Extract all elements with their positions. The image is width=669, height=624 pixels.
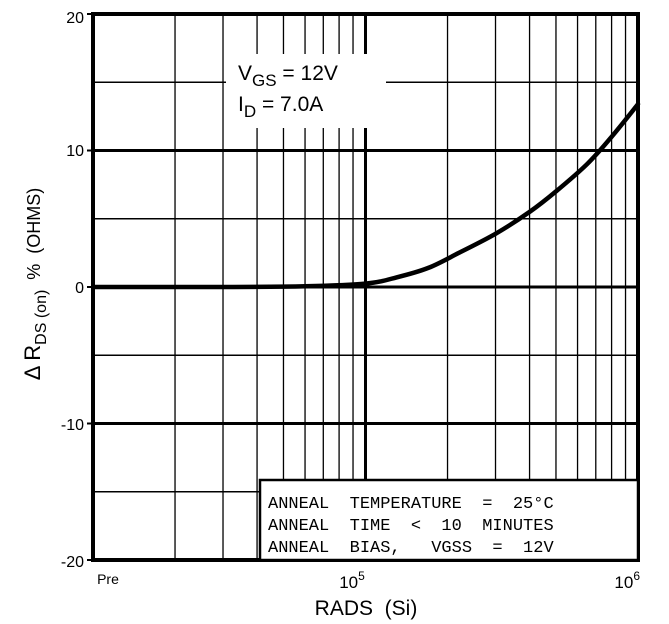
id-symbol: I <box>238 93 244 116</box>
y-axis-label: Δ RDS (on) % (OHMS) <box>20 188 50 381</box>
x-tick-label-exponent: 6 <box>633 569 640 583</box>
y-tick-label: 10 <box>66 143 84 160</box>
y-tick-label: 20 <box>66 10 84 27</box>
x-tick-label-exponent: 5 <box>358 569 365 583</box>
x-tick-label: 106 <box>614 569 640 592</box>
x-tick-label-base: 10 <box>339 573 358 592</box>
x-tick-label: Pre <box>97 571 119 587</box>
anneal-temperature-line: ANNEAL TEMPERATURE = 25°C <box>268 495 554 514</box>
vgs-subscript: GS <box>252 71 277 90</box>
y-tick-label: -20 <box>61 554 84 571</box>
id-label: ID = 7.0A <box>238 93 323 121</box>
x-tick-label-base: 10 <box>614 573 633 592</box>
anneal-time-line: ANNEAL TIME < 10 MINUTES <box>268 517 554 536</box>
y-tick-label: -10 <box>61 417 84 434</box>
vgs-label: VGS = 12V <box>238 62 338 90</box>
x-tick-label: 105 <box>339 569 365 592</box>
id-subscript: D <box>244 102 256 121</box>
vgs-value: = 12V <box>277 62 338 85</box>
anneal-bias-line: ANNEAL BIAS, VGSS = 12V <box>268 539 554 558</box>
id-value: = 7.0A <box>256 93 323 116</box>
y-axis-label-unit: % (OHMS) <box>24 188 44 280</box>
y-axis-label-subscript: DS (on) <box>33 290 50 345</box>
anneal-conditions-box <box>258 478 640 562</box>
y-tick-label: 0 <box>75 280 84 297</box>
conditions-label-background <box>226 54 386 128</box>
x-axis-label: RADS (Si) <box>315 597 418 620</box>
series-line <box>90 101 641 290</box>
y-axis-label-prefix: Δ R <box>20 345 45 380</box>
vgs-symbol: V <box>238 62 252 85</box>
